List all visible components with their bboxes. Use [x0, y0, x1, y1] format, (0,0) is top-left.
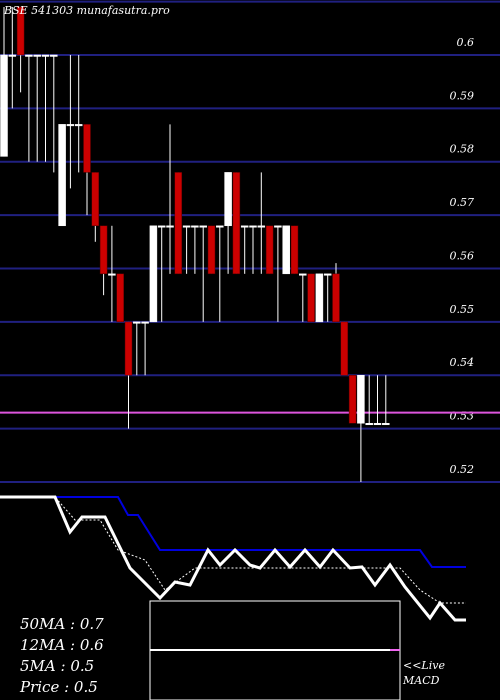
candle-body: [182, 225, 191, 228]
candle-body: [83, 124, 91, 173]
candle-body: [0, 54, 8, 157]
candle-body: [299, 273, 307, 276]
candle-body: [149, 225, 158, 323]
ma-line: [0, 496, 466, 604]
candle-body: [307, 273, 315, 323]
candle-body: [133, 321, 141, 324]
candle-body: [124, 321, 133, 376]
macd-label: MACD: [402, 674, 440, 687]
candle-body: [265, 225, 274, 275]
candle-body: [174, 172, 183, 275]
candle-body: [365, 423, 373, 426]
candle-body: [25, 54, 33, 57]
candle-body: [373, 423, 382, 426]
candle-body: [240, 225, 249, 228]
candle-body: [199, 225, 207, 228]
lower-panel: 50MA : 0.7 12MA : 0.6 5MA : 0.5 Price : …: [0, 495, 466, 700]
candle-body: [382, 423, 390, 426]
candle-body: [249, 225, 257, 228]
y-tick-label: 0.59: [450, 89, 475, 102]
candle-body: [315, 273, 324, 323]
candle-body: [290, 225, 299, 275]
candle-body: [257, 225, 266, 228]
y-tick-label: 0.57: [450, 196, 475, 209]
y-tick-label: 0.54: [450, 356, 475, 369]
indicator-label: 5MA : 0.5: [20, 657, 94, 675]
chart-title: BSE 541303 munafasutra.pro: [3, 4, 170, 17]
candle-body: [74, 124, 83, 127]
candle-body: [99, 225, 108, 275]
indicator-label: 12MA : 0.6: [20, 636, 104, 654]
ma-line: [0, 496, 466, 568]
candle-body: [66, 124, 75, 127]
candle-body: [207, 225, 216, 275]
candle-body: [166, 225, 174, 228]
candle-body: [41, 54, 50, 57]
price-ma-line: [0, 495, 466, 622]
candle-body: [16, 6, 25, 56]
candle-body: [33, 54, 41, 57]
candle-body: [191, 225, 199, 228]
y-tick-label: 0.56: [450, 249, 475, 262]
candle-body: [58, 124, 66, 227]
candle-body: [232, 172, 241, 275]
candle-body: [357, 374, 365, 424]
candle-body: [216, 225, 224, 228]
live-label: <<Live: [403, 659, 445, 672]
candle-body: [108, 273, 116, 276]
candle-body: [8, 54, 17, 57]
candle-body: [116, 273, 124, 323]
candle-body: [323, 273, 332, 276]
candle-body: [274, 225, 282, 228]
indicator-label: Price : 0.5: [19, 678, 98, 696]
y-tick-label: 0.6: [457, 36, 475, 49]
y-tick-label: 0.55: [450, 303, 475, 316]
candle-body: [141, 321, 149, 324]
candle-body: [340, 321, 349, 376]
candle-body: [224, 172, 232, 227]
candle-body: [332, 273, 340, 323]
indicator-label: 50MA : 0.7: [20, 615, 104, 633]
candle-body: [91, 172, 100, 227]
candle-body: [157, 225, 166, 228]
candle-body: [348, 374, 357, 424]
y-tick-label: 0.53: [450, 410, 475, 423]
y-tick-label: 0.58: [450, 143, 475, 156]
candle-body: [50, 54, 58, 57]
y-tick-label: 0.52: [450, 463, 475, 476]
candle-body: [282, 225, 290, 275]
